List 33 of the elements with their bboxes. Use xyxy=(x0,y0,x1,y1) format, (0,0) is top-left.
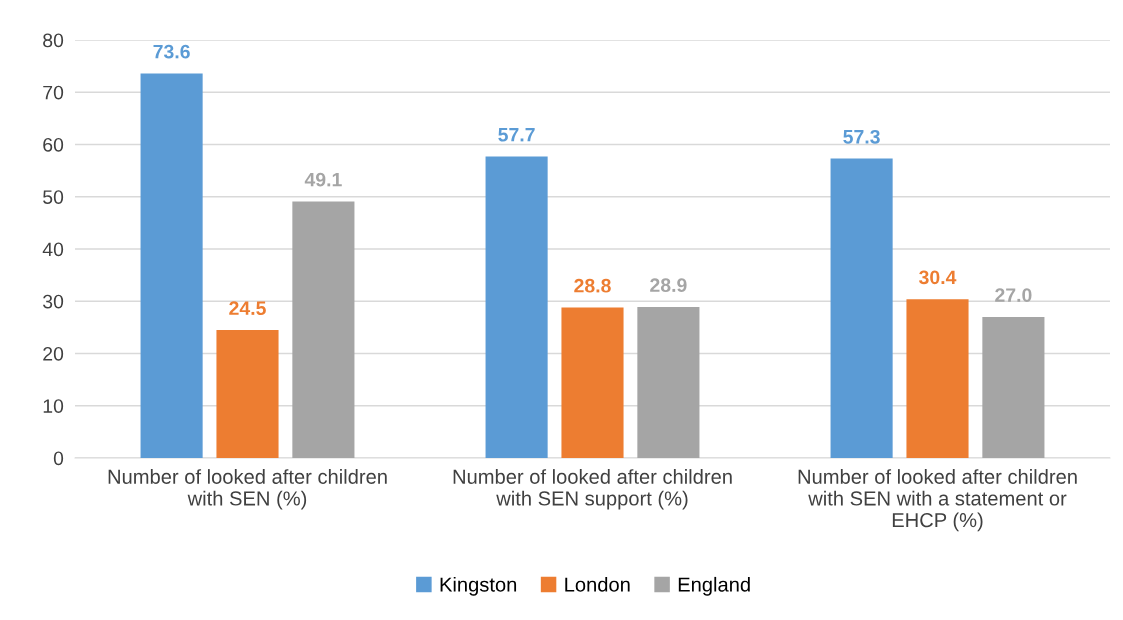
bar xyxy=(906,299,969,458)
bar xyxy=(216,329,279,458)
bar xyxy=(140,73,203,458)
text: 30.4 xyxy=(919,270,957,285)
text: 73.6 xyxy=(153,44,190,59)
bar xyxy=(830,158,893,458)
x-tick-label: Number of looked after children with SEN (%) xyxy=(108,469,387,510)
y-tick-label: 40 xyxy=(42,242,64,257)
text: 57.3 xyxy=(843,129,880,144)
text: 28.8 xyxy=(574,278,611,293)
x-tick-label: Number of looked after children with SEN support (%) xyxy=(453,469,732,510)
bar xyxy=(292,201,355,458)
bar xyxy=(561,307,624,458)
y-tick-label: 30 xyxy=(43,294,64,309)
bar xyxy=(637,307,700,458)
bar xyxy=(485,156,548,458)
y-tick-label: 0 xyxy=(53,451,64,466)
legend-label: London xyxy=(565,576,630,592)
legend-label: Kingston xyxy=(440,576,517,596)
y-tick-label: 20 xyxy=(43,346,64,361)
text: 28.9 xyxy=(650,278,687,293)
text: 49.1 xyxy=(304,172,342,187)
bar xyxy=(982,316,1045,458)
y-tick-label: 10 xyxy=(43,399,64,413)
text: 27.0 xyxy=(995,288,1032,302)
y-tick-label: 70 xyxy=(43,85,64,100)
text: 24.5 xyxy=(229,301,266,316)
y-tick-label: 60 xyxy=(43,137,64,152)
x-tick-label: Number of looked after children with SEN with a statement or EHCP (%) xyxy=(798,469,1077,532)
y-tick-label: 80 xyxy=(43,33,64,48)
legend-label: England xyxy=(678,576,750,596)
text: 57.7 xyxy=(498,127,535,142)
y-tick-label: 50 xyxy=(43,190,64,204)
